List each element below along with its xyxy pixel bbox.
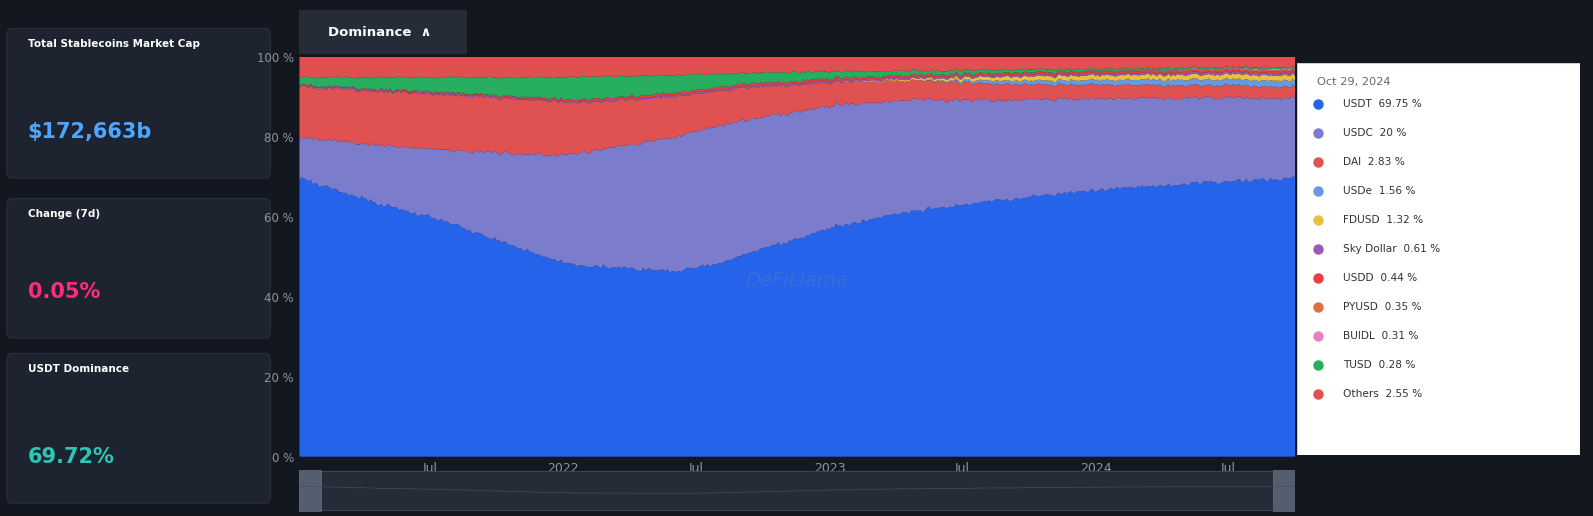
Text: USDT Dominance: USDT Dominance [27,364,129,374]
Text: 69.72%: 69.72% [27,447,115,467]
Text: USDD  0.44 %: USDD 0.44 % [1343,273,1418,283]
Text: DAI  2.83 %: DAI 2.83 % [1343,157,1405,167]
Text: FDUSD  1.32 %: FDUSD 1.32 % [1343,215,1424,225]
FancyBboxPatch shape [1273,470,1295,510]
Text: $172,663b: $172,663b [27,122,151,142]
Text: Oct 29, 2024: Oct 29, 2024 [1316,77,1391,87]
Text: 0.05%: 0.05% [27,282,100,302]
FancyBboxPatch shape [6,353,271,503]
FancyBboxPatch shape [299,470,322,510]
Text: Dominance  ∧: Dominance ∧ [328,26,432,39]
Text: USDC  20 %: USDC 20 % [1343,128,1407,138]
Text: BUIDL  0.31 %: BUIDL 0.31 % [1343,331,1419,341]
Text: Sky Dollar  0.61 %: Sky Dollar 0.61 % [1343,244,1440,254]
FancyBboxPatch shape [290,8,476,57]
FancyBboxPatch shape [299,471,1295,510]
Text: Change (7d): Change (7d) [27,209,100,219]
Text: PYUSD  0.35 %: PYUSD 0.35 % [1343,302,1423,312]
FancyBboxPatch shape [1297,63,1580,455]
Text: Total Stablecoins Market Cap: Total Stablecoins Market Cap [27,39,199,49]
Text: USDT  69.75 %: USDT 69.75 % [1343,99,1423,109]
Text: Others  2.55 %: Others 2.55 % [1343,390,1423,399]
FancyBboxPatch shape [6,28,271,178]
Text: USDe  1.56 %: USDe 1.56 % [1343,186,1416,196]
Text: DeFiLlama: DeFiLlama [746,271,849,290]
FancyBboxPatch shape [6,199,271,338]
Text: TUSD  0.28 %: TUSD 0.28 % [1343,360,1416,370]
